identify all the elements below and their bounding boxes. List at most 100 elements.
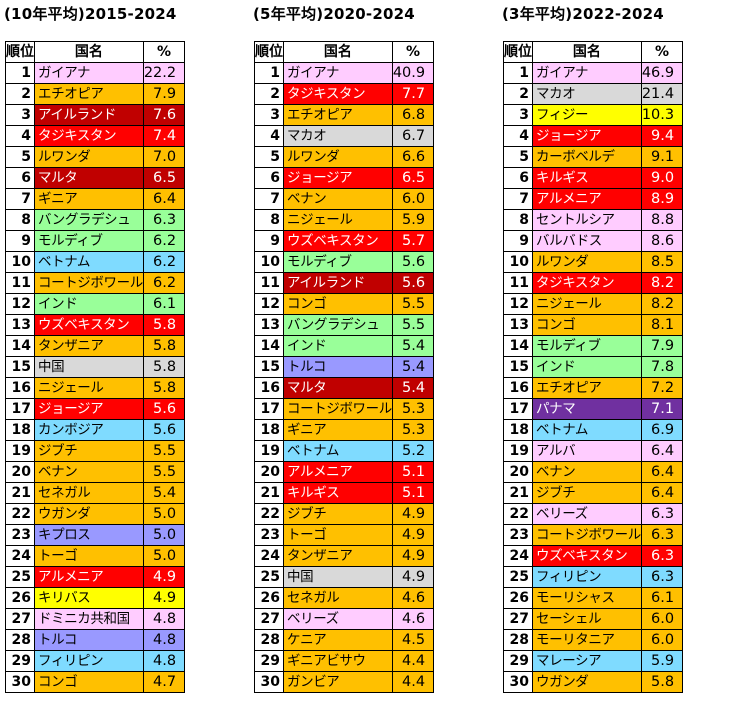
table-row: 14 インド 5.4: [254, 335, 435, 357]
table-row: 23 トーゴ 4.9: [254, 524, 435, 546]
value-cell: 5.0: [142, 545, 186, 567]
name-cell: トーゴ: [34, 545, 144, 567]
name-column-header: 国名: [283, 41, 393, 63]
rank-cell: 8: [254, 209, 284, 231]
rank-cell: 4: [5, 125, 35, 147]
table-row: 6 ジョージア 6.5: [254, 167, 435, 189]
table-row: 27 セーシェル 6.0: [503, 608, 684, 630]
table-row: 7 アルメニア 8.9: [503, 188, 684, 210]
rank-cell: 16: [503, 377, 533, 399]
table-row: 3 エチオピア 6.8: [254, 104, 435, 126]
rank-cell: 21: [5, 482, 35, 504]
value-cell: 4.9: [391, 524, 435, 546]
name-cell: トーゴ: [283, 524, 393, 546]
table-row: 6 キルギス 9.0: [503, 167, 684, 189]
table-row: 29 ギニアビサウ 4.4: [254, 650, 435, 672]
name-cell: ベナン: [532, 461, 642, 483]
name-cell: カーボベルデ: [532, 146, 642, 168]
rank-cell: 2: [5, 83, 35, 105]
rank-cell: 2: [254, 83, 284, 105]
ranking-rows: 1 ガイアナ 40.9 2 タジキスタン 7.7 3 エチオピア 6.8 4 マカオ 6.7 5 ルワンダ…: [254, 62, 435, 693]
value-cell: 4.9: [391, 566, 435, 588]
table-row: 24 ウズベキスタン 6.3: [503, 545, 684, 567]
name-cell: ジブチ: [34, 440, 144, 462]
rank-cell: 19: [503, 440, 533, 462]
rank-cell: 20: [503, 461, 533, 483]
value-cell: 8.6: [640, 230, 684, 252]
value-cell: 5.1: [391, 482, 435, 504]
name-cell: コートジボワール: [34, 272, 144, 294]
name-cell: ガンビア: [283, 671, 393, 693]
name-cell: セーシェル: [532, 608, 642, 630]
rank-cell: 1: [503, 62, 533, 84]
rank-cell: 4: [503, 125, 533, 147]
value-cell: 5.4: [391, 335, 435, 357]
rank-cell: 28: [254, 629, 284, 651]
value-cell: 6.4: [640, 482, 684, 504]
table-row: 7 ギニア 6.4: [5, 188, 186, 210]
rank-cell: 8: [503, 209, 533, 231]
table-row: 28 トルコ 4.8: [5, 629, 186, 651]
value-cell: 4.7: [142, 671, 186, 693]
value-cell: 6.5: [391, 167, 435, 189]
value-cell: 4.8: [142, 650, 186, 672]
table-row: 16 マルタ 5.4: [254, 377, 435, 399]
table-row: 26 セネガル 4.6: [254, 587, 435, 609]
name-cell: ギニア: [283, 419, 393, 441]
percent-column-header: %: [391, 41, 435, 63]
table-row: 8 ニジェール 5.9: [254, 209, 435, 231]
rank-cell: 21: [254, 482, 284, 504]
table-row: 5 ルワンダ 7.0: [5, 146, 186, 168]
name-cell: キプロス: [34, 524, 144, 546]
table-row: 13 ウズベキスタン 5.8: [5, 314, 186, 336]
name-cell: ルワンダ: [283, 146, 393, 168]
name-column-header: 国名: [532, 41, 642, 63]
table-row: 24 トーゴ 5.0: [5, 545, 186, 567]
value-cell: 5.8: [142, 335, 186, 357]
table-row: 27 ベリーズ 4.6: [254, 608, 435, 630]
table-row: 22 ベリーズ 6.3: [503, 503, 684, 525]
value-cell: 9.0: [640, 167, 684, 189]
rank-cell: 15: [503, 356, 533, 378]
table-row: 18 ベトナム 6.9: [503, 419, 684, 441]
name-cell: マルタ: [283, 377, 393, 399]
value-cell: 22.2: [142, 62, 186, 84]
table-row: 25 アルメニア 4.9: [5, 566, 186, 588]
value-cell: 5.8: [640, 671, 684, 693]
name-cell: マルタ: [34, 167, 144, 189]
name-cell: エチオピア: [532, 377, 642, 399]
rank-cell: 1: [254, 62, 284, 84]
table-row: 19 アルバ 6.4: [503, 440, 684, 462]
rank-cell: 25: [503, 566, 533, 588]
name-cell: フィジー: [532, 104, 642, 126]
value-cell: 7.9: [640, 335, 684, 357]
rank-cell: 7: [254, 188, 284, 210]
value-cell: 4.9: [391, 545, 435, 567]
name-cell: キルギス: [532, 167, 642, 189]
value-cell: 5.9: [391, 209, 435, 231]
rank-cell: 13: [5, 314, 35, 336]
rank-cell: 30: [254, 671, 284, 693]
rank-cell: 20: [254, 461, 284, 483]
name-cell: タンザニア: [283, 545, 393, 567]
value-cell: 8.9: [640, 188, 684, 210]
rank-cell: 22: [5, 503, 35, 525]
name-cell: フィリピン: [34, 650, 144, 672]
table-row: 16 エチオピア 7.2: [503, 377, 684, 399]
table-row: 23 キプロス 5.0: [5, 524, 186, 546]
table-row: 14 タンザニア 5.8: [5, 335, 186, 357]
name-column-header: 国名: [34, 41, 144, 63]
name-cell: セントルシア: [532, 209, 642, 231]
rank-cell: 7: [503, 188, 533, 210]
value-cell: 6.4: [640, 440, 684, 462]
name-cell: ベトナム: [34, 251, 144, 273]
rank-cell: 30: [503, 671, 533, 693]
rank-cell: 16: [5, 377, 35, 399]
rank-cell: 1: [5, 62, 35, 84]
rank-cell: 3: [254, 104, 284, 126]
table-row: 19 ジブチ 5.5: [5, 440, 186, 462]
rank-cell: 25: [254, 566, 284, 588]
value-cell: 5.3: [391, 398, 435, 420]
value-cell: 5.9: [640, 650, 684, 672]
rank-cell: 10: [503, 251, 533, 273]
